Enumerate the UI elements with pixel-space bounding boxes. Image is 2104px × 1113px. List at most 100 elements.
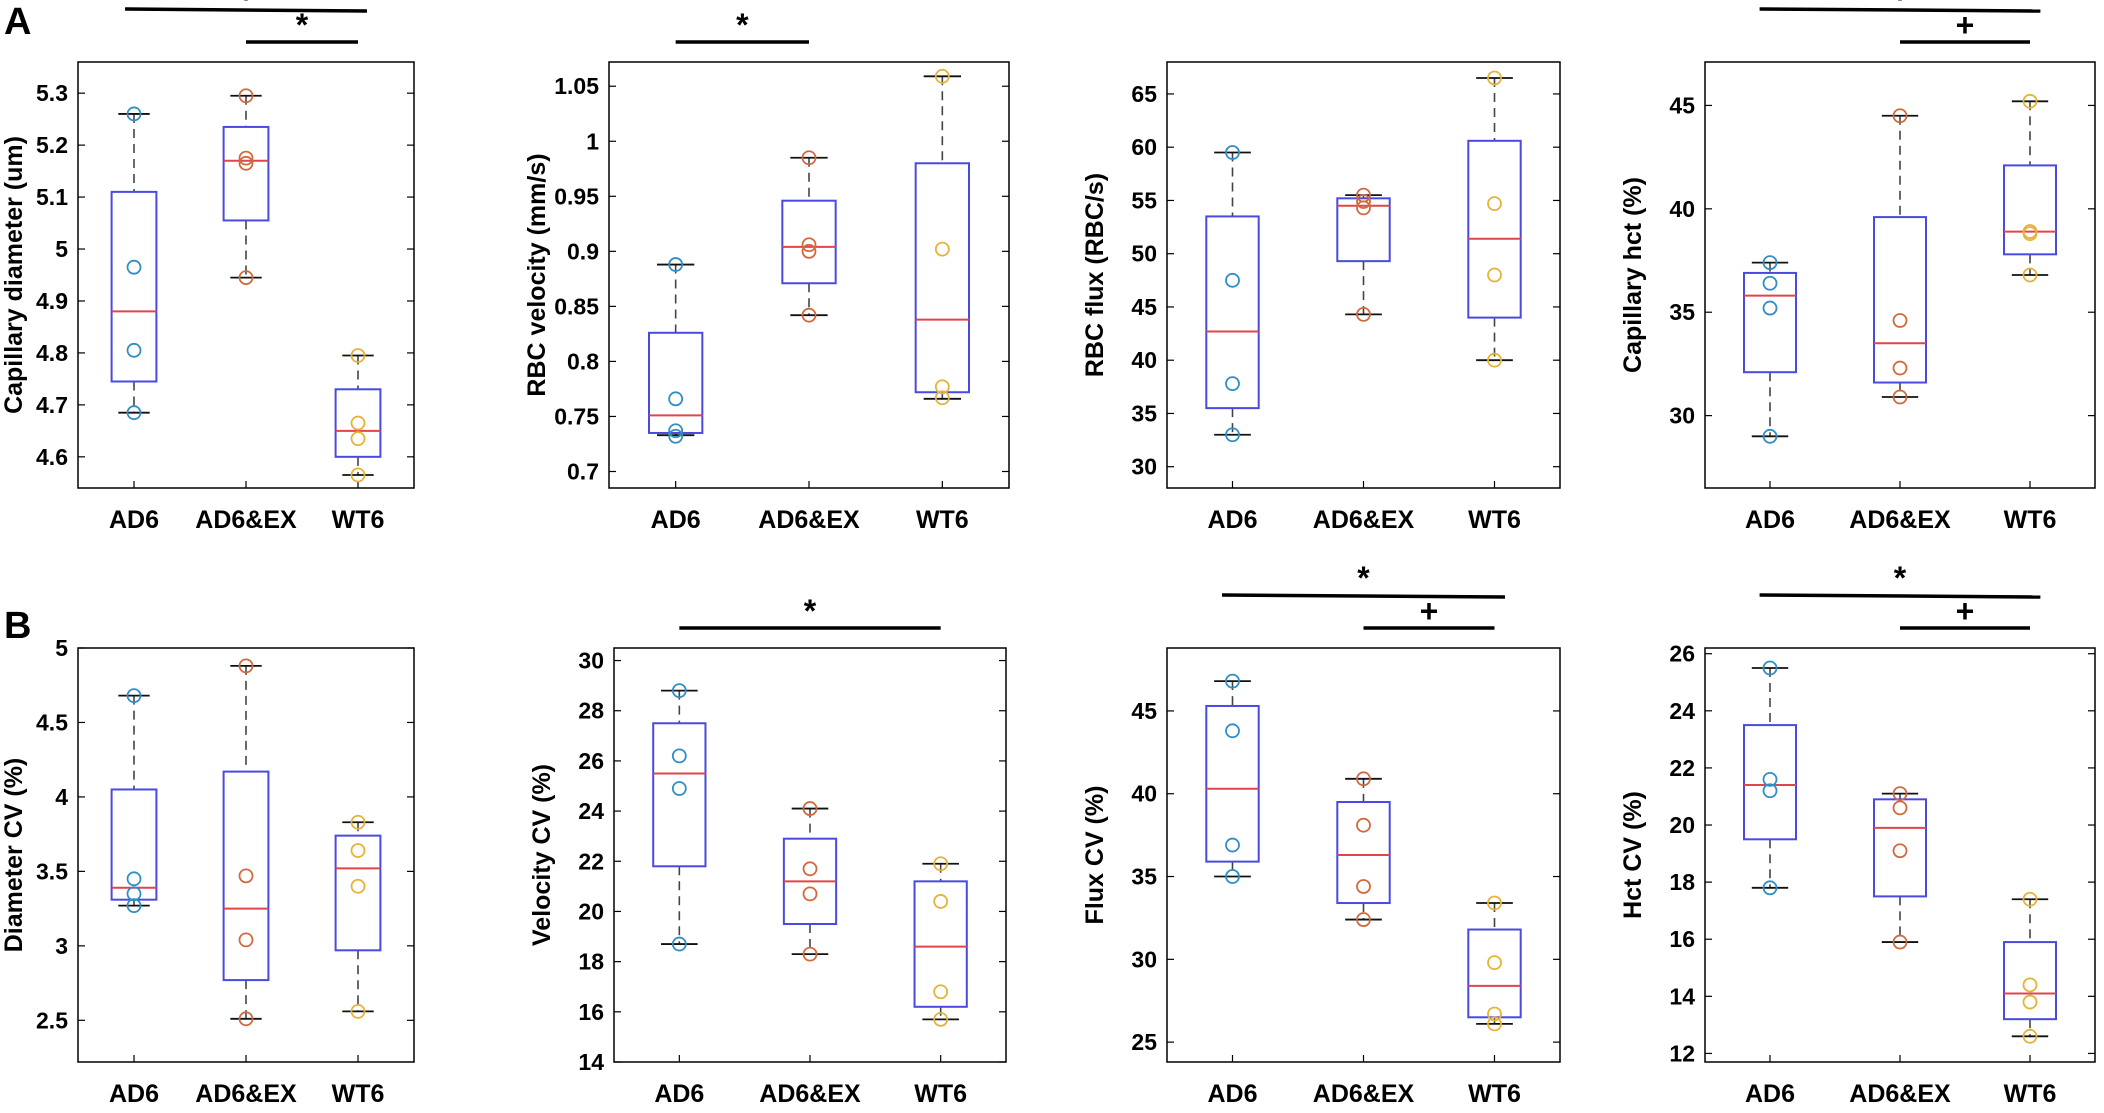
significance-bar [1759, 7, 2041, 13]
data-point [238, 932, 254, 948]
x-category-label: WT6 [2004, 506, 2057, 534]
data-point [1762, 428, 1778, 444]
y-tick-label: 40 [1669, 196, 1695, 222]
data-point [1225, 869, 1240, 884]
data-point [1892, 389, 1908, 405]
y-tick-label: 4 [55, 784, 68, 810]
data-point [1356, 194, 1371, 209]
data-point [2022, 267, 2038, 283]
y-axis-label: RBC velocity (mm/s) [523, 153, 551, 396]
significance-symbol: * [736, 7, 749, 43]
box-group-wt6 [1467, 895, 1522, 1032]
iqr-box [2003, 164, 2057, 256]
data-point [802, 886, 818, 902]
iqr-box [1743, 271, 1797, 374]
y-tick-label: 25 [1131, 1029, 1157, 1055]
y-tick-label: 1.05 [554, 73, 599, 99]
data-point [1487, 196, 1502, 212]
y-tick-label: 60 [1131, 134, 1157, 160]
y-tick-label: 5.2 [36, 132, 68, 158]
x-category-label: WT6 [1468, 506, 1521, 534]
y-axis-label: Capillary hct (%) [1619, 177, 1647, 373]
data-point [1225, 272, 1240, 288]
significance-bar [1759, 593, 2041, 599]
x-category-label: WT6 [914, 1080, 967, 1108]
box-group-wt6 [1467, 70, 1522, 368]
data-point [801, 243, 817, 259]
data-point [1225, 673, 1240, 689]
box-group-ad6-ex [1873, 786, 1927, 950]
data-point [801, 307, 817, 323]
box-group-ad6 [110, 688, 158, 914]
y-tick-label: 30 [578, 648, 604, 674]
data-point [1225, 723, 1240, 739]
box-group-ad6 [652, 683, 707, 952]
box-group-ad6 [1205, 673, 1260, 884]
x-category-label: AD6&EX [1849, 1080, 1951, 1108]
iqr-box [913, 880, 968, 1008]
data-point [2022, 93, 2038, 109]
data-point [933, 856, 949, 872]
panel-label-b: B [4, 605, 31, 647]
box-group-wt6 [334, 814, 382, 1019]
data-point [802, 801, 818, 816]
iqr-box [222, 770, 270, 982]
y-tick-label: 16 [1669, 926, 1695, 952]
data-point [933, 1011, 949, 1027]
iqr-box [334, 388, 382, 458]
data-point [933, 894, 949, 909]
y-tick-label: 0.85 [554, 293, 599, 319]
data-point [126, 898, 142, 914]
y-tick-label: 65 [1131, 81, 1157, 107]
y-tick-label: 22 [578, 848, 604, 874]
iqr-box [2003, 941, 2057, 1021]
x-category-label: AD6&EX [1313, 506, 1415, 534]
y-axis-label: RBC flux (RBC/s) [1081, 173, 1109, 377]
data-point [801, 150, 817, 166]
y-tick-label: 40 [1131, 347, 1157, 373]
data-point [668, 391, 684, 407]
significance-symbol: + [237, 0, 256, 10]
data-point [1892, 108, 1908, 124]
data-point [2022, 224, 2038, 239]
data-point [1356, 912, 1371, 927]
data-point [126, 259, 142, 275]
data-point [671, 748, 687, 764]
data-point [934, 379, 950, 395]
data-point [350, 814, 366, 830]
box-group-ad6 [1743, 660, 1797, 896]
iqr-box [1467, 139, 1522, 319]
data-point [126, 871, 142, 887]
significance-symbol: + [1420, 593, 1439, 629]
data-point [1487, 955, 1502, 971]
x-category-label: AD6 [1207, 1080, 1257, 1108]
data-point [1356, 307, 1371, 322]
data-point [126, 405, 142, 421]
y-tick-label: 22 [1669, 755, 1695, 781]
x-category-label: AD6 [1207, 506, 1257, 534]
box-group-wt6 [2003, 891, 2057, 1044]
x-category-label: AD6 [1745, 506, 1795, 534]
data-point [1892, 786, 1908, 802]
x-category-label: AD6 [109, 1080, 159, 1108]
y-tick-label: 30 [1131, 454, 1157, 480]
data-point [801, 237, 817, 253]
chart-7: 25 30 35 40 45 Flux CV (%) AD6 AD6&EX WT6 * + [1081, 560, 1561, 1108]
y-axis-label: Flux CV (%) [1081, 786, 1109, 925]
iqr-box [1336, 801, 1391, 905]
box-group-wt6 [334, 348, 382, 483]
data-point [934, 68, 950, 84]
data-point [350, 878, 366, 894]
data-point [238, 868, 254, 884]
y-tick-label: 30 [1131, 946, 1157, 972]
data-point [1762, 660, 1778, 676]
x-category-label: AD6&EX [759, 1080, 861, 1108]
data-point [1762, 880, 1778, 896]
data-point [2022, 891, 2038, 907]
significance-symbol: + [1891, 0, 1910, 10]
data-point [1487, 1006, 1502, 1022]
data-point [1356, 879, 1371, 894]
data-point [1356, 187, 1371, 203]
y-tick-label: 2.5 [36, 1007, 68, 1033]
